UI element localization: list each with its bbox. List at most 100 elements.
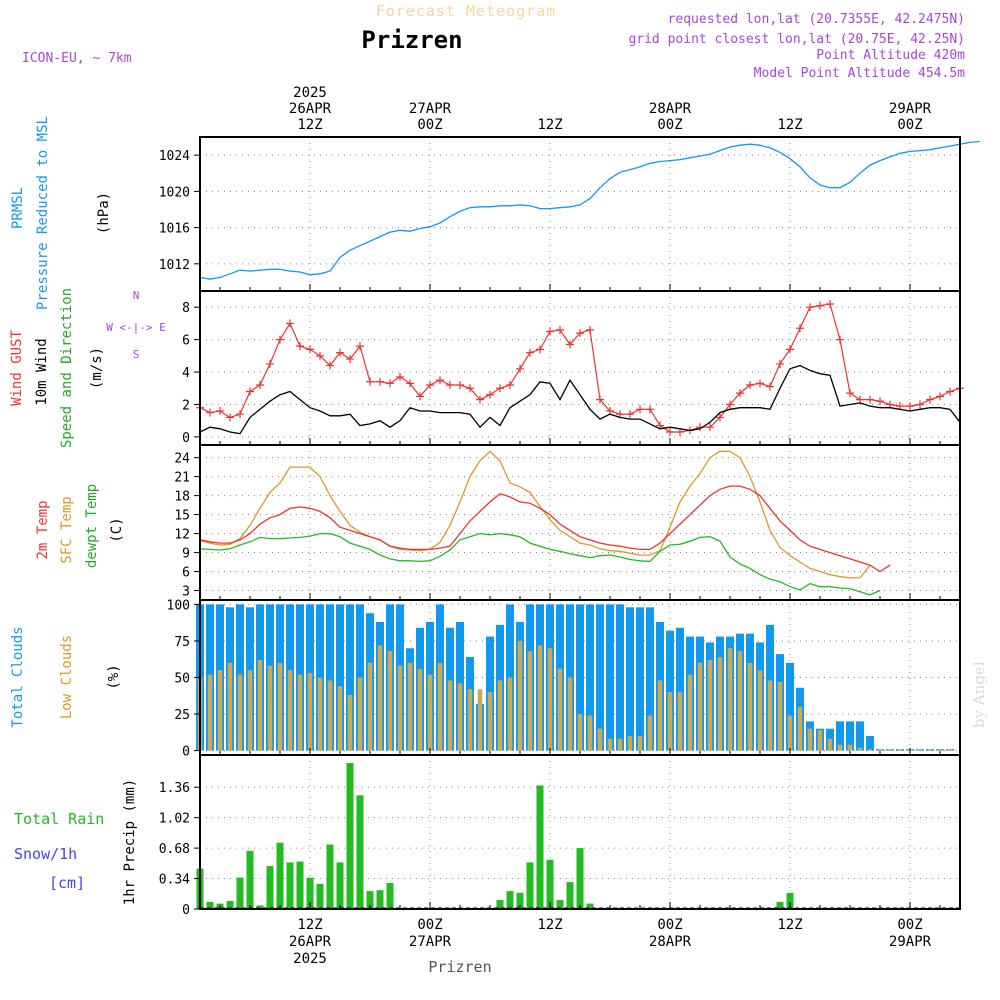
y-tick-label-wind: 0	[182, 431, 190, 446]
low-cloud-bar	[557, 668, 563, 751]
low-cloud-bar	[567, 677, 573, 751]
y-tick-label-temperature: 21	[174, 471, 190, 486]
low-cloud-bar	[247, 670, 253, 751]
gust-marker	[406, 379, 414, 388]
total-cloud-bar	[836, 721, 844, 751]
gust-marker	[456, 381, 464, 390]
total-cloud-bar	[786, 662, 794, 751]
axes-layer: 1012101610201024024683691215182124025507…	[9, 85, 941, 967]
low-cloud-bar	[587, 715, 593, 751]
low-cloud-bar	[457, 683, 463, 751]
low-cloud-bar	[927, 749, 933, 751]
gust-marker	[706, 423, 714, 432]
low-cloud-bar	[817, 730, 823, 751]
time-label-top: 00Z	[897, 117, 922, 133]
gust-marker	[746, 381, 754, 390]
gust-marker	[416, 392, 424, 401]
gust-marker	[776, 359, 784, 368]
low-cloud-bar	[577, 714, 583, 751]
low-cloud-bar	[747, 662, 753, 751]
y-tick-label-clouds: 100	[167, 598, 190, 613]
low-cloud-bar	[497, 680, 503, 751]
gust-marker	[566, 340, 574, 349]
y-tick-label-temperature: 15	[174, 509, 190, 524]
total-cloud-bar	[846, 721, 854, 751]
data-layer	[196, 140, 981, 909]
y-tick-label-temperature: 12	[174, 528, 190, 543]
location-title: Prizren	[361, 26, 462, 54]
gust-marker	[726, 400, 734, 409]
y-tick-label-precip: 0.68	[159, 842, 190, 857]
low-cloud-bar	[687, 674, 693, 751]
y-tick-label-wind: 8	[182, 301, 190, 316]
gust-marker	[326, 361, 334, 370]
rain-bar	[256, 905, 264, 909]
low-cloud-bar	[507, 677, 513, 751]
low-cloud-bar	[737, 651, 743, 751]
low-cloud-bar	[897, 749, 903, 751]
low-cloud-bar	[947, 749, 953, 751]
y-tick-label-wind: 4	[182, 366, 190, 381]
low-cloud-bar	[837, 744, 843, 751]
low-cloud-bar	[887, 749, 893, 751]
low-cloud-bar	[477, 689, 483, 751]
low-cloud-bar	[287, 670, 293, 751]
rain-bar	[346, 763, 354, 909]
rain-bar	[316, 883, 324, 909]
rain-bar	[516, 892, 524, 909]
model-altitude: Model Point Altitude 454.5m	[754, 66, 965, 81]
time-label-top: 2025	[293, 85, 327, 101]
y-tick-label-pressure: 1012	[159, 258, 190, 273]
rain-bar	[356, 795, 364, 909]
low-cloud-bar	[677, 692, 683, 751]
gust-marker	[846, 389, 854, 398]
total-cloud-bar	[646, 607, 654, 751]
y-tick-label-pressure: 1016	[159, 222, 190, 237]
credit-watermark: by Angel	[970, 661, 988, 728]
low-cloud-bar	[667, 692, 673, 751]
total-cloud-bar	[676, 627, 684, 751]
y-tick-label-precip: 1.36	[159, 781, 190, 796]
wind-axis-label: 10m Wind	[34, 338, 50, 405]
low-cloud-bar	[277, 662, 283, 751]
low-clouds-axis-label: Low Clouds	[59, 635, 75, 719]
low-cloud-bar	[777, 681, 783, 751]
gust-marker	[936, 392, 944, 401]
snow-unit-label: [cm]	[49, 874, 85, 892]
gust-marker	[376, 377, 384, 386]
low-cloud-bar	[357, 677, 363, 751]
compass-west-east: W <-|-> E	[106, 321, 166, 334]
low-cloud-bar	[787, 715, 793, 751]
rain-bar	[246, 850, 254, 909]
temp-unit-label: (C)	[109, 517, 125, 542]
gust-marker	[336, 348, 344, 357]
low-cloud-bar	[857, 747, 863, 751]
low-cloud-bar	[867, 749, 873, 751]
y-tick-label-wind: 6	[182, 334, 190, 349]
gust-marker	[786, 345, 794, 354]
y-tick-label-pressure: 1024	[159, 149, 190, 164]
total-cloud-bar	[606, 604, 614, 751]
temp-2m-axis-label: 2m Temp	[35, 500, 51, 559]
gust-marker	[666, 428, 674, 437]
low-cloud-bar	[917, 749, 923, 751]
gust-marker	[306, 345, 314, 354]
rain-bar	[366, 891, 374, 909]
footer-location: Prizren	[428, 958, 491, 976]
model-label: ICON-EU, ~ 7km	[22, 51, 132, 66]
low-cloud-bar	[757, 670, 763, 751]
low-cloud-bar	[877, 749, 883, 751]
low-cloud-bar	[227, 662, 233, 751]
total-cloud-bar	[326, 604, 334, 751]
rain-bar	[786, 892, 794, 909]
low-cloud-bar	[417, 668, 423, 751]
low-cloud-bar	[807, 728, 813, 751]
total-cloud-bar	[666, 630, 674, 751]
low-cloud-bar	[847, 744, 853, 751]
time-label-bottom: 12Z	[777, 917, 802, 933]
snow-axis-label: Snow/1h	[14, 845, 77, 863]
y-tick-label-pressure: 1020	[159, 185, 190, 200]
time-label-top: 00Z	[657, 117, 682, 133]
low-cloud-bar	[207, 674, 213, 751]
gust-marker	[496, 384, 504, 393]
